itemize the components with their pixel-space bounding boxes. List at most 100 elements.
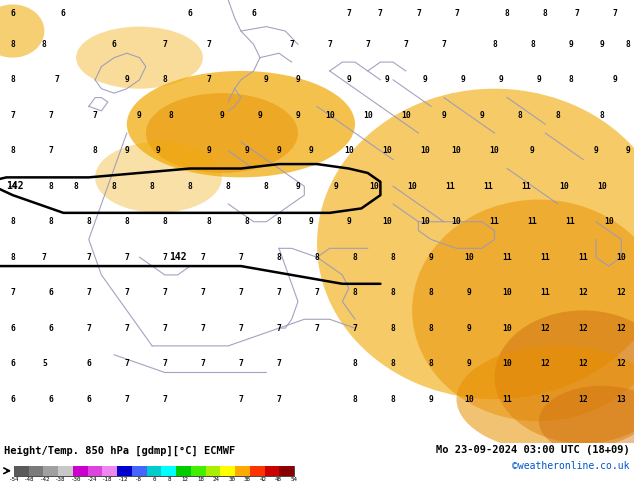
Text: 7: 7 [276, 288, 281, 297]
Text: 7: 7 [162, 40, 167, 49]
Text: 7: 7 [10, 111, 15, 120]
Text: 7: 7 [314, 324, 320, 333]
Text: 9: 9 [460, 75, 465, 84]
Text: 6: 6 [10, 394, 15, 404]
Text: 7: 7 [124, 394, 129, 404]
Ellipse shape [317, 89, 634, 399]
Bar [264, 466, 279, 476]
Text: 48: 48 [275, 477, 282, 482]
Text: 9: 9 [429, 253, 434, 262]
Bar [14, 466, 29, 476]
Text: 8: 8 [353, 359, 358, 368]
Text: -30: -30 [71, 477, 82, 482]
Ellipse shape [127, 71, 355, 177]
Text: 8: 8 [74, 182, 79, 191]
Text: 8: 8 [429, 288, 434, 297]
Text: 9: 9 [308, 147, 313, 155]
Bar [191, 466, 205, 476]
Text: -12: -12 [118, 477, 128, 482]
Text: 8: 8 [93, 147, 98, 155]
Text: 8: 8 [391, 394, 396, 404]
Text: 10: 10 [559, 182, 569, 191]
Text: 7: 7 [346, 9, 351, 18]
Text: 8: 8 [314, 253, 320, 262]
Text: 8: 8 [625, 40, 630, 49]
Text: 10: 10 [616, 253, 626, 262]
Text: 9: 9 [295, 182, 301, 191]
Text: 9: 9 [422, 75, 427, 84]
Text: 8: 8 [391, 324, 396, 333]
Bar [146, 466, 162, 476]
Text: 11: 11 [527, 217, 538, 226]
Text: 6: 6 [10, 359, 15, 368]
Text: 7: 7 [314, 288, 320, 297]
Text: ©weatheronline.co.uk: ©weatheronline.co.uk [512, 461, 630, 471]
Text: 7: 7 [612, 9, 618, 18]
Text: 8: 8 [276, 217, 281, 226]
Bar [221, 466, 235, 476]
Text: 8: 8 [353, 288, 358, 297]
Text: 7: 7 [42, 253, 47, 262]
Bar [14, 466, 294, 476]
Text: 12: 12 [578, 324, 588, 333]
Text: 9: 9 [530, 147, 535, 155]
Text: 9: 9 [479, 111, 484, 120]
Text: 9: 9 [124, 147, 129, 155]
Text: 9: 9 [384, 75, 389, 84]
Text: 9: 9 [245, 147, 250, 155]
Text: 9: 9 [568, 40, 573, 49]
Text: 8: 8 [391, 359, 396, 368]
Text: 8: 8 [226, 182, 231, 191]
Text: 7: 7 [86, 253, 91, 262]
Text: -54: -54 [9, 477, 19, 482]
Text: 12: 12 [616, 288, 626, 297]
Bar [176, 466, 191, 476]
Bar [58, 466, 73, 476]
Text: 9: 9 [257, 111, 262, 120]
Text: 7: 7 [454, 9, 459, 18]
Text: 6: 6 [61, 9, 66, 18]
Text: 9: 9 [276, 147, 281, 155]
Text: 9: 9 [467, 359, 472, 368]
Text: 10: 10 [382, 147, 392, 155]
Text: 7: 7 [10, 288, 15, 297]
Text: 8: 8 [353, 253, 358, 262]
Ellipse shape [95, 142, 222, 213]
Text: 10: 10 [604, 217, 614, 226]
Text: 7: 7 [55, 75, 60, 84]
Ellipse shape [495, 311, 634, 443]
Text: 8: 8 [188, 182, 193, 191]
Text: 6: 6 [86, 394, 91, 404]
Bar [87, 466, 103, 476]
Ellipse shape [76, 26, 203, 89]
Text: 12: 12 [540, 359, 550, 368]
Bar [29, 466, 44, 476]
Text: 10: 10 [451, 147, 462, 155]
Bar [117, 466, 132, 476]
Text: 9: 9 [429, 394, 434, 404]
Text: 8: 8 [530, 40, 535, 49]
Text: 10: 10 [502, 324, 512, 333]
Text: 12: 12 [578, 359, 588, 368]
Text: 7: 7 [200, 359, 205, 368]
Text: 7: 7 [238, 253, 243, 262]
Text: 7: 7 [276, 324, 281, 333]
Bar [73, 466, 87, 476]
Text: 7: 7 [162, 288, 167, 297]
Text: 11: 11 [483, 182, 493, 191]
Text: 54: 54 [290, 477, 297, 482]
Text: 9: 9 [207, 147, 212, 155]
Text: 8: 8 [86, 217, 91, 226]
Text: 7: 7 [441, 40, 446, 49]
Text: 8: 8 [505, 9, 510, 18]
Text: 8: 8 [264, 182, 269, 191]
Text: 6: 6 [188, 9, 193, 18]
Text: 7: 7 [238, 359, 243, 368]
Text: 8: 8 [124, 217, 129, 226]
Text: 8: 8 [429, 359, 434, 368]
Text: 7: 7 [238, 288, 243, 297]
Text: 7: 7 [353, 324, 358, 333]
Text: 9: 9 [264, 75, 269, 84]
Text: -18: -18 [102, 477, 113, 482]
Text: 7: 7 [86, 324, 91, 333]
